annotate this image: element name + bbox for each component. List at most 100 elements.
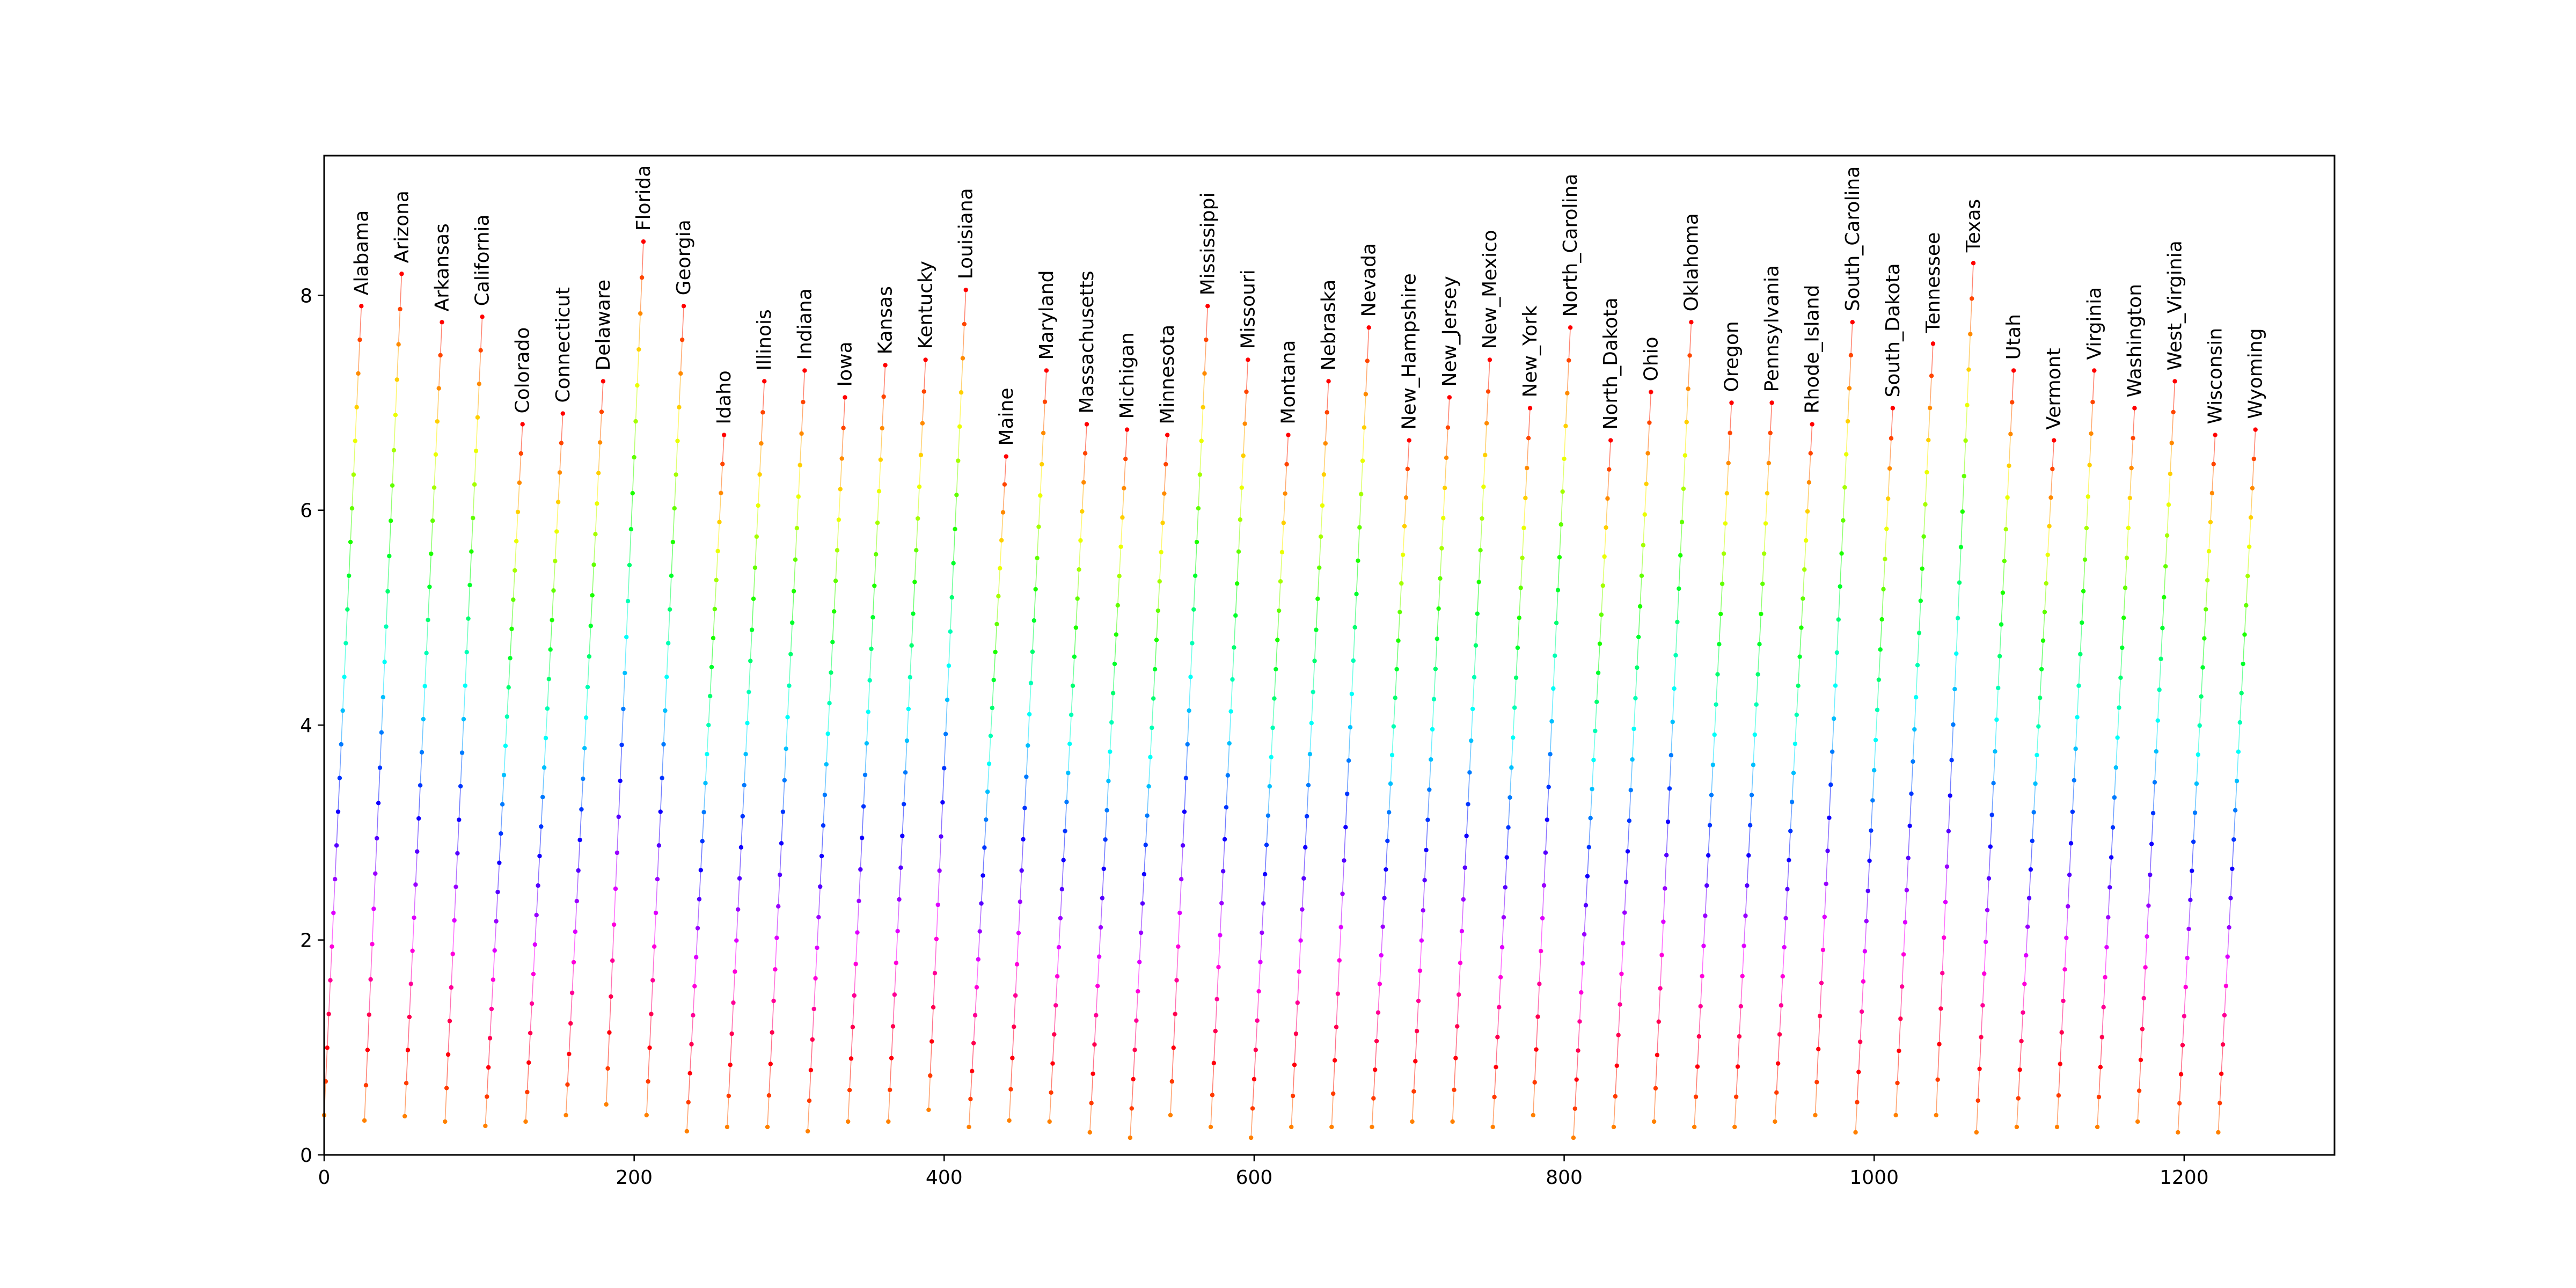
data-point (1267, 784, 1272, 789)
data-point (1152, 667, 1158, 672)
series-segment (1457, 994, 1459, 1027)
data-point (1040, 462, 1044, 467)
series-segment (2092, 370, 2095, 402)
series-segment (1505, 857, 1507, 888)
series-segment (385, 591, 389, 627)
data-point (914, 548, 919, 553)
series-segment (593, 534, 596, 565)
series-segment (2098, 1067, 2101, 1097)
series-segment (1469, 741, 1472, 773)
data-point (1044, 368, 1049, 373)
series-segment (1883, 559, 1886, 589)
series-segment (1058, 918, 1061, 948)
series-segment (1338, 927, 1342, 961)
data-point (1394, 667, 1399, 672)
series-segment (1384, 869, 1387, 898)
series-segment (1952, 689, 1956, 725)
data-point (986, 762, 992, 766)
series-segment (821, 825, 824, 857)
data-point (2016, 1096, 2021, 1101)
series-segment (1089, 1103, 1092, 1132)
series-segment (575, 901, 577, 932)
data-point (347, 573, 352, 579)
series-new-york (1490, 406, 1533, 1130)
data-point (2024, 953, 2029, 958)
series-segment (801, 402, 804, 434)
series-segment (1165, 435, 1168, 465)
data-point (2242, 632, 2247, 637)
series-segment (619, 744, 623, 781)
data-point (1094, 1013, 1099, 1018)
series-segment (2238, 722, 2241, 752)
series-new-mexico (1450, 357, 1492, 1124)
data-point (616, 814, 621, 819)
data-point (1360, 458, 1365, 463)
data-point (2067, 872, 2072, 877)
series-segment (989, 736, 991, 764)
data-point (1535, 1014, 1540, 1019)
series-montana (1248, 433, 1291, 1140)
series-segment (1024, 777, 1027, 808)
series-segment (1300, 909, 1303, 941)
series-segment (1979, 1037, 1982, 1069)
data-point (731, 1000, 736, 1005)
state-label-new-york: New_York (1519, 305, 1541, 398)
series-segment (996, 596, 999, 624)
data-point (1324, 410, 1329, 415)
series-segment (2024, 955, 2027, 984)
data-point (1233, 613, 1238, 618)
series-segment (1319, 536, 1321, 568)
data-point (1763, 521, 1768, 526)
data-point (980, 873, 985, 878)
series-segment (1264, 845, 1267, 874)
series-segment (1044, 370, 1047, 402)
series-segment (384, 626, 387, 662)
series-segment (903, 772, 906, 804)
data-point (373, 871, 378, 876)
series-segment (1878, 649, 1881, 680)
series-segment (1181, 845, 1183, 880)
series-segment (2145, 936, 2148, 968)
data-point (591, 562, 596, 567)
series-segment (1286, 435, 1289, 465)
data-point (847, 1088, 852, 1093)
data-point (1072, 654, 1077, 659)
series-segment (502, 775, 504, 804)
series-segment (1052, 1034, 1055, 1064)
series-florida (604, 239, 646, 1107)
data-point (2068, 841, 2074, 846)
data-point (1668, 753, 1674, 758)
series-segment (1801, 598, 1804, 628)
state-label-delaware: Delaware (592, 280, 614, 371)
series-segment (356, 373, 359, 407)
series-segment (2058, 1064, 2061, 1096)
series-segment (1322, 474, 1324, 506)
data-point (2166, 502, 2171, 507)
series-segment (1686, 389, 1689, 422)
data-point (1551, 686, 1556, 691)
series-segment (511, 599, 514, 629)
series-segment (1258, 962, 1261, 992)
series-segment (1376, 1012, 1379, 1042)
series-segment (427, 587, 430, 620)
data-point (1788, 829, 1793, 833)
series-segment (1982, 974, 1985, 1006)
data-point (1026, 743, 1030, 748)
y-tick-label: 4 (300, 715, 312, 737)
state-label-minnesota: Minnesota (1157, 325, 1179, 425)
series-segment (1123, 459, 1126, 488)
series-segment (1118, 546, 1122, 576)
data-point (660, 775, 664, 780)
series-segment (1275, 640, 1278, 670)
data-point (649, 1012, 654, 1016)
data-point (1472, 675, 1477, 680)
data-point (1073, 625, 1078, 630)
data-point (931, 1005, 936, 1010)
series-segment (1396, 640, 1399, 670)
data-point (1728, 430, 1732, 435)
series-segment (568, 1023, 572, 1055)
data-point (2211, 462, 2216, 466)
series-segment (1898, 1019, 1901, 1051)
data-point (337, 775, 342, 780)
data-point (380, 694, 385, 700)
